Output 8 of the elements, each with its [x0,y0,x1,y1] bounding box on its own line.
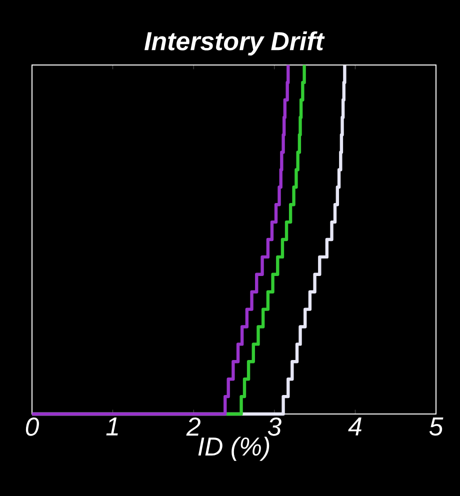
x-tick-label: 4 [348,418,362,436]
x-tick-label: 2 [186,418,200,436]
chart-title: Interstory Drift [144,31,325,56]
x-tick-label: 1 [106,418,118,436]
x-tick-label: 0 [26,418,39,436]
x-tick-label: 5 [429,418,444,436]
x-axis-title: ID (%) [198,436,270,461]
x-tick-label: 3 [268,418,282,436]
